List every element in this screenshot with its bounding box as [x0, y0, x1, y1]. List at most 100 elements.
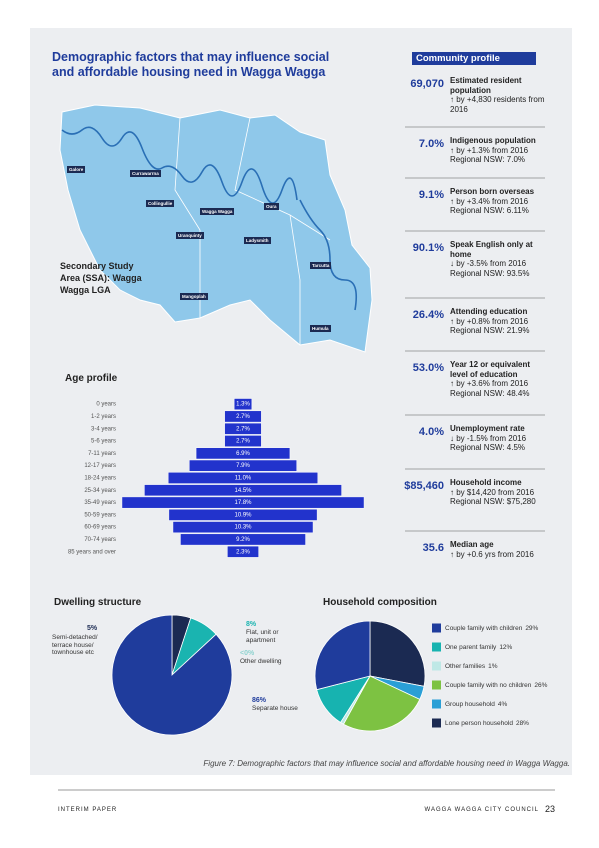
bar: [189, 459, 297, 472]
profile-detail: Regional NSW: 93.5%: [450, 268, 530, 278]
legend-swatch: [432, 661, 441, 671]
profile-label: Person born overseas: [450, 187, 535, 196]
page-number: 23: [544, 804, 555, 814]
map-place: Oura: [264, 203, 279, 210]
profile-detail: ↑ by +0.6 yrs from 2016: [450, 549, 534, 559]
value-label: 10.9%: [234, 512, 252, 518]
footer-left: INTERIM PAPER: [58, 807, 118, 813]
category-label: 60-69 years: [84, 525, 116, 531]
legend-entry: One parent family 12%: [445, 644, 513, 651]
category-label: 7-11 years: [88, 451, 116, 457]
legend-label: Couple family with children: [445, 625, 523, 632]
category-label: Flat, unit or apartment: [246, 629, 279, 644]
caption: Figure 7: Demographic factors that may i…: [203, 759, 570, 768]
chart-title: Dwelling structure: [54, 597, 142, 608]
legend-entry: Group household 4%: [445, 701, 507, 708]
value-label: 1.3%: [236, 402, 250, 408]
pie-slice: [369, 620, 426, 687]
bar: [121, 496, 365, 509]
bar: [224, 435, 262, 447]
page-title: Demographic factors that may influence s…: [52, 50, 330, 79]
bar: [168, 508, 318, 521]
profile-value: $85,460: [404, 480, 444, 492]
map-area-label: Secondary Study Area (SSA): Wagga Wagga …: [60, 261, 142, 295]
map-place: Ladysmith: [244, 237, 271, 244]
profile-detail: ↓ by -3.5% from 2016: [450, 259, 527, 268]
profile-text: Person born overseas ↑ by +3.4% from 2016…: [450, 187, 546, 216]
category-label: 50-59 years: [84, 512, 116, 518]
value-label: 2.7%: [236, 426, 250, 432]
profile-label: Indigenous population: [450, 136, 536, 145]
value-label: 86%: [252, 697, 267, 704]
map-place: Collingullie: [146, 200, 175, 207]
profile-label: Speak English only at home: [450, 240, 533, 259]
map-river: [61, 126, 358, 311]
legend-value: 28%: [516, 720, 529, 727]
map-boundaries: [174, 117, 331, 345]
map-place: Wagga Wagga: [200, 208, 235, 215]
bar: [224, 422, 262, 435]
bar: [224, 410, 262, 423]
profile-detail: ↑ by +3.6% from 2016: [450, 379, 529, 388]
map-place: Mangoplah: [180, 293, 208, 300]
value-label: 8%: [246, 621, 257, 628]
category-label: Separate house: [252, 705, 298, 712]
map-place: Tarcutta: [310, 262, 332, 269]
profile-detail: ↑ by +4,830 residents from 2016: [450, 95, 545, 114]
profile-detail: ↑ by +3.4% from 2016: [450, 196, 529, 206]
profile-label: Attending education: [450, 307, 528, 316]
profile-text: Attending education ↑ by +0.8% from 2016 R…: [450, 307, 546, 336]
legend-value: 26%: [534, 682, 547, 689]
category-label: 85 years and over: [68, 549, 116, 555]
category-label: 70-74 years: [84, 537, 116, 543]
map-place: Humula: [310, 325, 331, 332]
value-label: 14.5%: [234, 488, 252, 494]
legend-entry: Other families 1%: [445, 663, 498, 670]
category-label: 25-34 years: [84, 488, 116, 494]
profile-detail: ↓ by -1.5% from 2016: [450, 433, 527, 443]
profile-label: Estimated resident population: [450, 76, 522, 95]
value-label: 10.3%: [234, 525, 252, 531]
legend-value: 29%: [525, 625, 538, 632]
profile-value: 4.0%: [418, 426, 444, 438]
category-label: Other dwelling: [240, 658, 282, 665]
category-label: 3-4 years: [91, 426, 116, 432]
legend-entry: Lone person household 28%: [445, 720, 529, 727]
profile-header: Community profile: [412, 52, 536, 65]
profile-value: 26.4%: [412, 309, 444, 321]
profile-text: Year 12 or equivalent level of education…: [450, 360, 546, 398]
profile-detail: Regional NSW: 4.5%: [450, 443, 525, 452]
chart-title: Age profile: [65, 373, 118, 384]
value-label: 9.2%: [236, 537, 250, 543]
legend-label: Other families: [445, 663, 486, 670]
map-place: Uranquinty: [176, 232, 204, 239]
profile-label: Median age: [450, 540, 494, 549]
profile-detail: Regional NSW: 48.4%: [450, 388, 530, 398]
category-label: 5-6 years: [91, 439, 116, 445]
profile-value: 69,070: [410, 78, 444, 90]
profile-value: 35.6: [422, 542, 444, 554]
chart-title: Household composition: [323, 597, 437, 608]
profile-detail: Regional NSW: 21.9%: [450, 326, 530, 335]
legend-entry: Couple family with children 29%: [445, 625, 539, 632]
category-label: 0 years: [96, 402, 116, 408]
value-label: 7.9%: [236, 463, 250, 469]
pie-slice: [111, 614, 233, 736]
bar: [227, 545, 259, 558]
value-label: 2.7%: [236, 439, 250, 445]
profile-detail: ↑ by +0.8% from 2016: [450, 316, 529, 326]
profile-detail: Regional NSW: 7.0%: [450, 155, 525, 164]
profile-detail: Regional NSW: 6.11%: [450, 206, 529, 215]
profile-text: Speak English only at home ↓ by -3.5% fro…: [450, 240, 546, 278]
map-area: [59, 104, 373, 353]
profile-text: Estimated resident population ↑ by +4,830…: [450, 76, 546, 114]
value-label: <0%: [240, 650, 255, 657]
legend-value: 4%: [498, 701, 508, 708]
map-place: Currawarrna: [130, 170, 161, 177]
map-place: Galore: [67, 166, 86, 173]
profile-value: 53.0%: [412, 362, 444, 374]
pie-slice: [314, 620, 371, 691]
legend-swatch: [432, 680, 441, 690]
profile-text: Indigenous population ↑ by +1.3% from 201…: [450, 136, 546, 165]
